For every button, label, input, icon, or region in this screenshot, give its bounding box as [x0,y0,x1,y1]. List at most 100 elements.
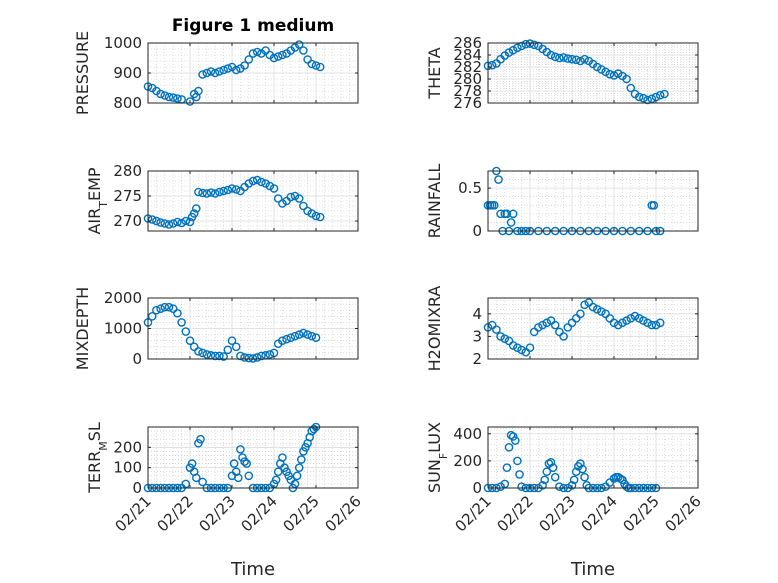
axes-box [147,170,359,232]
data-point [177,218,186,228]
data-point [303,330,312,339]
data-point [278,50,287,60]
data-point [194,438,203,448]
data-point [309,424,319,434]
data-point [521,39,531,49]
data-point [580,472,589,482]
axes-box [487,170,699,232]
data-point [147,311,157,321]
y-axis-label: SUNFLUX [425,422,450,493]
series-points [483,298,665,357]
data-point [164,220,174,229]
data-point [538,480,547,490]
data-point [513,43,522,53]
data-point [257,351,266,361]
data-point [567,54,577,64]
data-point [550,472,560,482]
data-point [168,219,178,228]
data-point [227,336,237,346]
data-point [643,95,652,105]
y-tick-label: 0.5 [458,179,482,197]
data-point [542,467,552,477]
data-point [185,97,195,106]
x-tick-label: 02/23 [196,492,239,535]
data-point [282,467,291,477]
data-point [315,62,325,72]
data-point [202,68,212,78]
data-point [542,318,552,328]
data-point [231,65,241,75]
y-tick-label: 200 [113,438,142,456]
data-point [311,211,321,221]
data-point [286,333,296,342]
data-point [210,68,220,78]
data-point [513,343,522,353]
data-point [517,482,526,491]
data-point [307,209,317,218]
data-point [651,320,661,330]
axes-box [487,297,699,360]
y-tick-label: 900 [113,64,142,82]
data-point [223,345,233,355]
data-point [502,463,512,472]
y-tick-label: 1000 [104,320,142,338]
data-point [187,459,197,468]
data-point [529,40,539,50]
y-axis-label: RAINFALL [425,164,444,239]
data-point [626,314,636,323]
y-tick-label: 286 [453,34,482,52]
plot-area [148,427,358,488]
data-point [538,320,547,330]
data-point [487,60,497,70]
data-point [290,331,300,341]
data-point [160,91,170,100]
data-point [198,188,207,198]
series-points [483,39,669,105]
data-point [622,316,631,325]
data-point [626,83,636,93]
data-point [506,430,516,440]
data-point [311,333,321,342]
data-point [592,62,602,72]
data-point [540,475,550,485]
y-tick-label: 280 [453,70,482,88]
data-point [219,186,228,196]
data-point [546,50,556,60]
data-point [223,64,233,73]
data-point [618,318,627,328]
y-axis-label: THETA [425,47,444,99]
data-point [299,328,308,338]
data-point [248,49,258,58]
data-point [240,61,249,70]
data-point [559,332,568,341]
y-axis-label: PRESSURE [73,31,92,115]
data-point [643,318,652,328]
data-point [194,187,203,197]
data-point [294,194,304,203]
data-point [550,320,560,330]
data-point [194,86,203,96]
axes-mixdepth: 0 1000 2000 MIXDEPTH [73,287,359,370]
data-point [160,219,170,228]
y-tick-label: 275 [113,187,142,205]
data-point [597,307,606,316]
data-point [191,473,201,483]
data-point [223,185,233,195]
data-point [500,334,510,343]
data-point [238,453,247,462]
x-tick-label: 02/21 [112,492,155,535]
data-point [282,334,291,344]
data-point [173,94,182,103]
data-point [261,179,270,188]
data-point [622,74,631,84]
y-tick-label: 0 [472,479,482,497]
data-point [555,482,564,491]
axes-pressure: 800 900 1000 PRESSURE Figure 1 medium [73,16,359,115]
data-point [634,314,644,323]
data-point [198,70,207,79]
y-axis-label: TERRMSL [85,422,110,494]
data-point [307,59,317,69]
